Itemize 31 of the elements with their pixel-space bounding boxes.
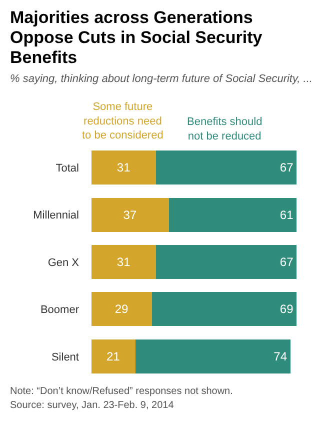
data-label: 21 bbox=[106, 349, 120, 364]
bar bbox=[91, 339, 136, 374]
series-label: Benefits should not be reduced bbox=[187, 116, 262, 142]
chart-title: Majorities across Generations Oppose Cuts in Social Security Benefits bbox=[10, 8, 264, 68]
bar bbox=[91, 198, 169, 232]
data-label: 61 bbox=[280, 208, 294, 222]
data-label: 31 bbox=[116, 255, 131, 269]
data-label: 37 bbox=[123, 208, 137, 222]
y-tick-label: Boomer bbox=[40, 304, 80, 316]
bar bbox=[168, 198, 297, 232]
y-tick-label: Total bbox=[56, 162, 79, 174]
series-label: Some future reductions need to be considered bbox=[82, 101, 164, 142]
bar bbox=[156, 150, 297, 185]
bar bbox=[135, 339, 290, 374]
y-tick-label: Millennial bbox=[33, 210, 79, 222]
data-label: 67 bbox=[280, 160, 294, 175]
y-tick-label: Silent bbox=[51, 351, 79, 364]
y-tick-label: Gen X bbox=[48, 256, 80, 269]
bar bbox=[91, 292, 152, 326]
data-label: 29 bbox=[114, 302, 128, 316]
text: Note: “Don’t know/Refused” responses not shown. bbox=[10, 386, 234, 397]
bar bbox=[91, 245, 156, 279]
bar bbox=[91, 150, 156, 185]
source-note: Source: survey, Jan. 23-Feb. 9, 2014 bbox=[10, 400, 175, 411]
bar bbox=[156, 245, 297, 279]
chart-subtitle: % saying, thinking about long-term future of Social Security, ... bbox=[10, 72, 314, 86]
data-label: 67 bbox=[280, 255, 294, 269]
data-label: 31 bbox=[116, 160, 131, 175]
data-label: 74 bbox=[274, 349, 288, 364]
data-label: 69 bbox=[280, 302, 294, 316]
bar bbox=[152, 292, 297, 326]
